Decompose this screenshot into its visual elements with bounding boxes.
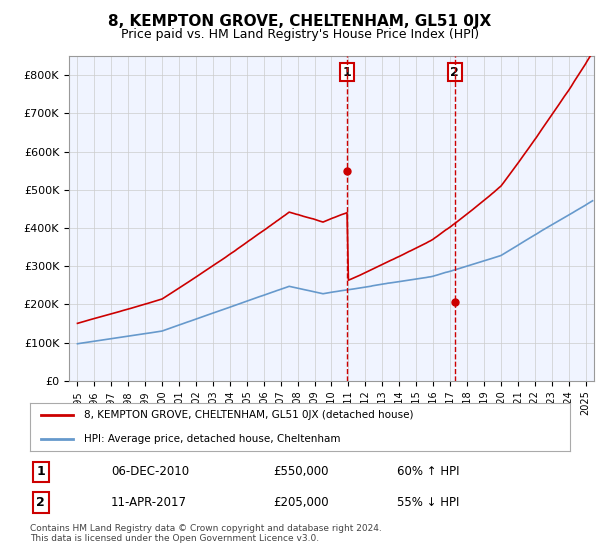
Text: £550,000: £550,000 xyxy=(273,465,329,478)
Text: 06-DEC-2010: 06-DEC-2010 xyxy=(111,465,189,478)
Text: 2: 2 xyxy=(451,66,459,79)
Text: Price paid vs. HM Land Registry's House Price Index (HPI): Price paid vs. HM Land Registry's House … xyxy=(121,28,479,41)
Text: 2: 2 xyxy=(37,496,45,509)
Text: 1: 1 xyxy=(343,66,352,79)
Text: HPI: Average price, detached house, Cheltenham: HPI: Average price, detached house, Chel… xyxy=(84,434,341,444)
Text: 8, KEMPTON GROVE, CHELTENHAM, GL51 0JX (detached house): 8, KEMPTON GROVE, CHELTENHAM, GL51 0JX (… xyxy=(84,410,413,420)
Text: 55% ↓ HPI: 55% ↓ HPI xyxy=(397,496,460,509)
Text: 8, KEMPTON GROVE, CHELTENHAM, GL51 0JX: 8, KEMPTON GROVE, CHELTENHAM, GL51 0JX xyxy=(109,14,491,29)
Text: 11-APR-2017: 11-APR-2017 xyxy=(111,496,187,509)
Text: 1: 1 xyxy=(37,465,45,478)
Text: Contains HM Land Registry data © Crown copyright and database right 2024.
This d: Contains HM Land Registry data © Crown c… xyxy=(30,524,382,543)
Text: £205,000: £205,000 xyxy=(273,496,329,509)
Text: 60% ↑ HPI: 60% ↑ HPI xyxy=(397,465,460,478)
